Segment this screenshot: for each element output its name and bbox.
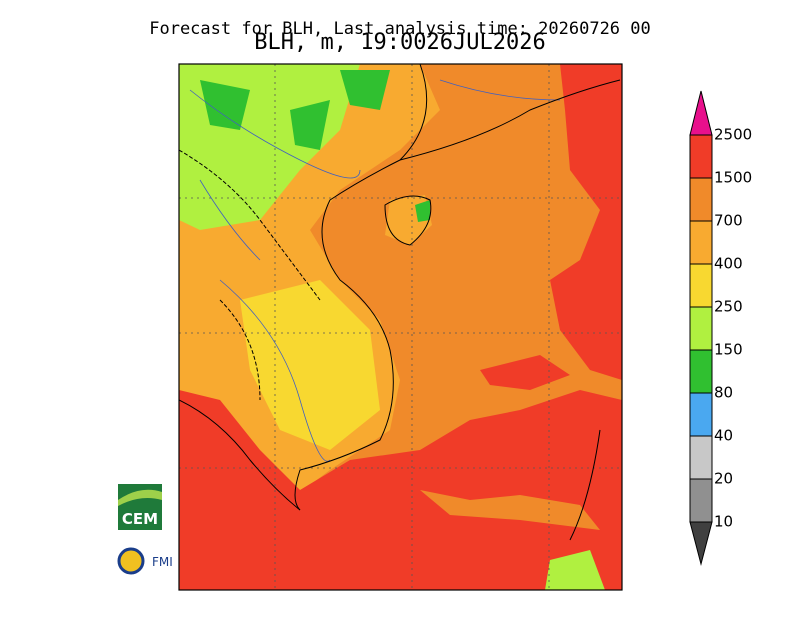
colorbar-segment (689, 349, 713, 394)
colorbar-segment (689, 263, 713, 308)
colorbar: 2500 1500 700 400 250 150 80 40 20 10 (689, 90, 752, 566)
colorbar-label: 400 (714, 255, 743, 273)
colorbar-over (689, 90, 713, 136)
map-subtitle: BLH, m, 19:0026JUL2026 (254, 30, 545, 55)
colorbar-label: 2500 (714, 126, 752, 144)
cem-text: CEM (122, 510, 158, 528)
colorbar-segment (689, 134, 713, 179)
colorbar-segment (689, 392, 713, 437)
colorbar-label: 1500 (714, 169, 752, 187)
colorbar-segment (689, 220, 713, 265)
colorbar-label: 20 (714, 470, 733, 488)
colorbar-label: 10 (714, 513, 733, 531)
colorbar-label: 700 (714, 212, 743, 230)
colorbar-label: 150 (714, 341, 743, 359)
colorbar-label: 250 (714, 298, 743, 316)
fmi-logo: FMI (117, 547, 173, 575)
cem-logo: CEM (118, 484, 162, 530)
colorbar-segment (689, 177, 713, 222)
map-title: Forecast for BLH, Last analysis time: 20… (149, 19, 651, 39)
fmi-text: FMI (152, 555, 173, 569)
colorbar-segment (689, 478, 713, 523)
colorbar-segment (689, 435, 713, 480)
colorbar-segment (689, 306, 713, 351)
map (178, 63, 623, 591)
colorbar-label: 80 (714, 384, 733, 402)
colorbar-under (689, 521, 713, 566)
colorbar-label: 40 (714, 427, 733, 445)
